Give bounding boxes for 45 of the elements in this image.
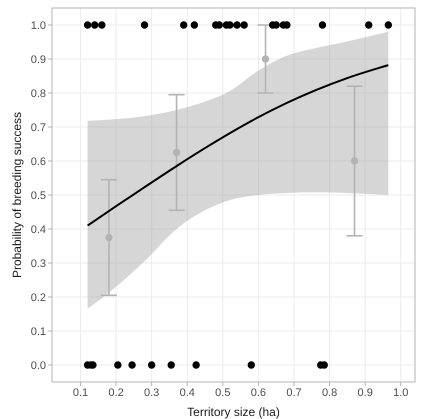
point [128,361,136,369]
y-tick-label: 0.3 [30,258,46,270]
y-tick-label: 0.0 [30,360,46,372]
point [114,361,122,369]
point [98,21,106,29]
y-tick-label: 0.2 [30,292,46,304]
point [192,361,200,369]
y-tick-label: 0.7 [30,122,46,134]
point [172,148,180,156]
point [148,361,156,369]
point [91,21,98,29]
point [248,361,255,369]
point [140,21,148,29]
x-tick-label: 0.6 [250,386,266,399]
line-series [86,64,390,227]
point [240,21,248,29]
point [318,21,326,29]
point [233,21,241,29]
point [384,21,392,29]
y-tick-label: 0.9 [30,54,46,66]
x-tick-label: 1.0 [393,386,408,399]
x-axis-title: Territory size (ha) [187,405,280,419]
x-tick-label: 0.3 [144,386,160,399]
x-tick-label: 0.9 [358,386,373,399]
point [168,361,175,369]
y-tick-label: 1.0 [30,20,46,32]
y-tick-label: 0.4 [30,224,46,236]
x-tick-label: 0.4 [180,386,195,399]
y-tick-label: 0.5 [30,190,46,202]
y-tick-label: 0.8 [30,88,46,100]
point [190,21,198,29]
point [105,234,113,242]
point [350,157,358,165]
point [180,21,188,29]
x-tick-label: 0.1 [72,386,88,399]
x-tick-label: 0.8 [322,386,338,399]
x-tick-label: 0.7 [286,386,302,399]
point [365,21,372,29]
point [84,21,92,29]
point [262,55,270,63]
x-tick-label: 0.5 [215,386,230,399]
y-axis-title: Probability of breeding success [10,112,24,278]
y-tick-label: 0.1 [30,326,46,338]
y-tick-label: 0.6 [30,156,46,168]
x-tick-label: 0.2 [108,386,124,399]
